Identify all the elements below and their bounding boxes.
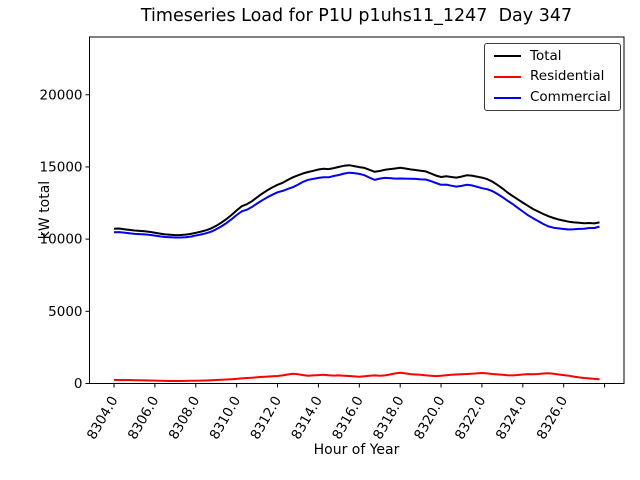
x-axis-label: Hour of Year (313, 442, 400, 458)
legend-line-sample-residential (494, 75, 521, 78)
x-tick-label: 8312.0 (248, 394, 285, 443)
y-tick-label: 0 (74, 376, 83, 392)
x-tick-label: 8304.0 (84, 394, 121, 443)
chart-title: Timeseries Load for P1U p1uhs11_1247 Day… (140, 6, 573, 26)
axes-spines (89, 36, 625, 384)
x-tick-label: 8308.0 (166, 394, 203, 443)
y-tick-label: 15000 (40, 159, 83, 175)
legend-item-residential: Residential (485, 70, 620, 84)
y-tick-label: 5000 (48, 304, 82, 320)
y-axis-label: kW total (37, 180, 53, 240)
x-tick-label: 8322.0 (452, 394, 489, 443)
series-line-commercial (113, 171, 600, 239)
legend: Total Residential Commercial (484, 43, 621, 111)
legend-label-total: Total (530, 47, 562, 64)
legend-line-sample-commercial (494, 96, 521, 99)
series-line-residential (113, 371, 600, 382)
x-tick-label: 8306.0 (125, 394, 162, 443)
legend-item-total: Total (485, 47, 620, 64)
y-tick-label: 10000 (40, 232, 83, 248)
x-tick-label: 8320.0 (411, 394, 448, 443)
x-tick-label: 8314.0 (288, 394, 325, 443)
legend-label-residential: Residential (530, 68, 605, 85)
x-tick-label: 8316.0 (329, 394, 366, 443)
x-tick-label: 8326.0 (534, 394, 571, 443)
x-tick-label: 8324.0 (493, 394, 530, 443)
x-tick-label: 8318.0 (370, 394, 407, 443)
legend-label-commercial: Commercial (530, 88, 611, 105)
legend-line-sample-total (494, 55, 521, 58)
series-line-total (113, 164, 600, 237)
x-tick-label: 8310.0 (207, 394, 244, 443)
legend-item-commercial: Commercial (485, 88, 620, 105)
y-tick-label: 20000 (40, 87, 83, 103)
